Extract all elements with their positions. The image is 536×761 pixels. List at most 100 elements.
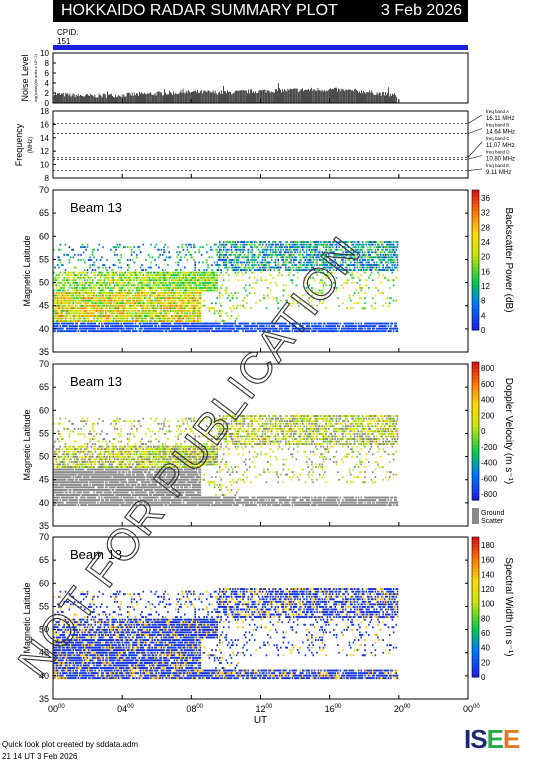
noise-bar bbox=[386, 95, 387, 103]
power-cell bbox=[59, 287, 62, 289]
power-cell bbox=[299, 251, 301, 254]
power-cell bbox=[76, 297, 78, 300]
power-cell bbox=[180, 299, 182, 302]
power-cell bbox=[176, 251, 178, 254]
power-cell bbox=[174, 289, 177, 292]
power-cell bbox=[186, 299, 189, 302]
power-cell bbox=[311, 299, 313, 302]
power-cell bbox=[396, 261, 399, 264]
power-cell bbox=[282, 259, 285, 261]
power-cell bbox=[184, 287, 186, 289]
power-cell bbox=[120, 276, 122, 279]
power-cell bbox=[155, 309, 158, 312]
cpid-bar bbox=[53, 45, 468, 50]
power-cell bbox=[311, 266, 313, 269]
power-cell bbox=[177, 276, 180, 279]
power-cell bbox=[305, 246, 308, 249]
power-cell bbox=[315, 243, 317, 246]
noise-bar bbox=[65, 92, 67, 103]
power-cell bbox=[378, 266, 381, 269]
power-cell bbox=[115, 330, 117, 333]
power-cell bbox=[63, 271, 65, 274]
power-cell bbox=[311, 330, 313, 333]
power-cell bbox=[102, 284, 104, 287]
power-cell bbox=[355, 325, 357, 328]
power-cell bbox=[116, 253, 119, 256]
power-cell bbox=[194, 297, 196, 300]
power-cell bbox=[285, 241, 287, 243]
power-cell bbox=[88, 312, 90, 315]
power-cell bbox=[190, 243, 193, 246]
power-cell bbox=[317, 251, 320, 254]
power-cell bbox=[199, 317, 202, 320]
power-cell bbox=[78, 317, 81, 320]
power-cell bbox=[53, 322, 55, 325]
power-cell bbox=[101, 302, 103, 305]
power-cell bbox=[338, 325, 340, 328]
power-cell bbox=[194, 304, 196, 307]
power-cell bbox=[195, 315, 198, 317]
power-cell bbox=[243, 327, 246, 330]
power-cell bbox=[184, 307, 186, 310]
noise-bar bbox=[381, 91, 383, 103]
power-cell bbox=[134, 284, 137, 287]
power-cell bbox=[246, 241, 248, 243]
power-cell bbox=[78, 327, 81, 330]
power-cell bbox=[58, 302, 60, 305]
power-cell bbox=[255, 330, 257, 333]
power-cell bbox=[364, 307, 366, 310]
power-cell bbox=[137, 287, 139, 289]
power-cell bbox=[60, 312, 63, 315]
power-cell bbox=[161, 320, 164, 322]
power-cell bbox=[174, 284, 177, 287]
power-cell bbox=[334, 259, 336, 261]
power-cell bbox=[53, 292, 55, 294]
power-cell bbox=[94, 302, 97, 305]
power-colorbar-seg bbox=[472, 263, 479, 268]
power-cell bbox=[282, 330, 285, 333]
power-cell bbox=[91, 309, 94, 312]
power-cell bbox=[163, 259, 165, 261]
power-cell bbox=[169, 297, 172, 300]
power-cell bbox=[392, 299, 395, 302]
power-cell bbox=[141, 309, 143, 312]
power-cell bbox=[138, 330, 141, 333]
power-cell bbox=[252, 256, 255, 259]
power-cell bbox=[312, 325, 314, 328]
power-cell bbox=[59, 297, 62, 300]
power-cell bbox=[300, 330, 303, 333]
power-cell bbox=[392, 279, 395, 282]
power-cell bbox=[168, 274, 170, 277]
power-cell bbox=[121, 327, 124, 330]
power-cell bbox=[163, 281, 165, 284]
power-cell bbox=[255, 269, 257, 271]
power-cell bbox=[137, 325, 139, 328]
power-cell bbox=[99, 327, 102, 330]
power-cell bbox=[78, 276, 81, 279]
power-cell bbox=[147, 281, 150, 284]
power-cell bbox=[107, 287, 110, 289]
power-cell bbox=[320, 279, 322, 282]
power-cell bbox=[317, 292, 320, 294]
power-cell bbox=[254, 246, 256, 249]
power-cell bbox=[164, 315, 167, 317]
power-cell bbox=[320, 330, 322, 333]
power-cell bbox=[85, 325, 87, 328]
power-cell bbox=[220, 304, 222, 307]
power-cell bbox=[386, 297, 388, 300]
power-cell bbox=[268, 325, 270, 328]
power-cell bbox=[209, 322, 212, 325]
power-cell bbox=[130, 322, 133, 325]
power-cell bbox=[228, 322, 230, 325]
noise-bar bbox=[297, 92, 299, 103]
power-cell bbox=[304, 243, 307, 246]
power-cell bbox=[159, 312, 161, 315]
power-cell bbox=[193, 317, 195, 320]
noise-bar bbox=[288, 90, 290, 103]
power-cell bbox=[217, 312, 220, 315]
power-cell bbox=[248, 269, 251, 271]
power-cell bbox=[235, 327, 238, 330]
power-cell bbox=[116, 274, 119, 277]
power-cell bbox=[264, 246, 266, 249]
power-cell bbox=[108, 315, 111, 317]
